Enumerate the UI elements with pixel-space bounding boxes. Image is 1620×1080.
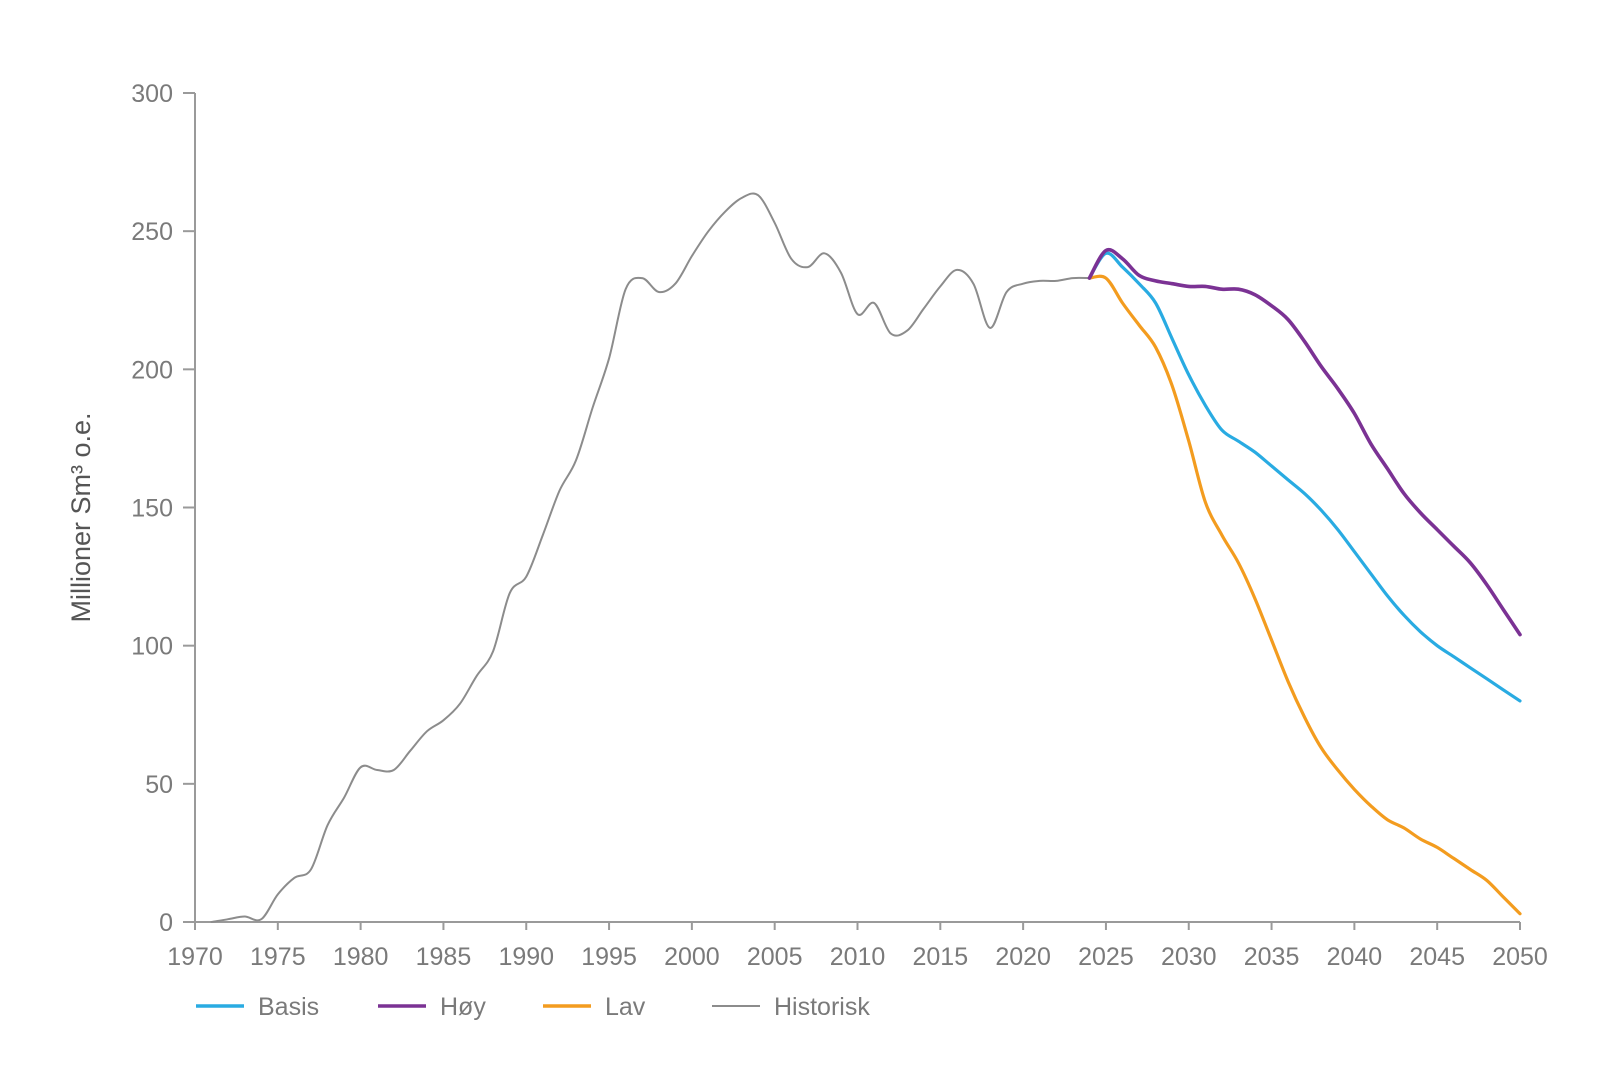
series-line-historisk bbox=[210, 192, 1091, 923]
legend-label-basis: Basis bbox=[258, 993, 319, 1021]
y-tick-label: 0 bbox=[159, 909, 173, 937]
x-tick-label: 2015 bbox=[913, 943, 969, 971]
x-tick-label: 2005 bbox=[747, 943, 803, 971]
x-tick-label: 2000 bbox=[664, 943, 720, 971]
x-tick-label: 1975 bbox=[250, 943, 306, 971]
series-layer bbox=[210, 192, 1522, 923]
legend-label-historisk: Historisk bbox=[774, 993, 870, 1021]
legend: Basis Høy Lav Historisk bbox=[196, 993, 870, 1021]
series-line-hoy bbox=[1087, 247, 1522, 637]
x-tick-label: 2050 bbox=[1492, 943, 1548, 971]
y-tick-label: 200 bbox=[131, 356, 173, 384]
x-tick-label: 1990 bbox=[498, 943, 554, 971]
y-tick-label: 150 bbox=[131, 495, 173, 523]
x-tick-label: 2020 bbox=[995, 943, 1051, 971]
x-tick-label: 1995 bbox=[581, 943, 637, 971]
x-tick-label: 2010 bbox=[830, 943, 886, 971]
y-tick-label: 100 bbox=[131, 633, 173, 661]
x-tick-label: 1970 bbox=[167, 943, 223, 971]
x-axis: 1970 1975 1980 1985 1990 1995 2000 2005 2010 2015… bbox=[167, 921, 1548, 971]
x-tick-label: 1985 bbox=[416, 943, 472, 971]
x-tick-label: 2040 bbox=[1327, 943, 1383, 971]
x-tick-label: 2035 bbox=[1244, 943, 1300, 971]
series-line-lav bbox=[1087, 274, 1522, 916]
y-axis-title: Millioner Sm³ o.e. bbox=[66, 412, 96, 622]
x-tick-label: 2025 bbox=[1078, 943, 1134, 971]
series-line-basis bbox=[1087, 251, 1522, 703]
y-tick-label: 50 bbox=[145, 771, 173, 799]
legend-label-lav: Lav bbox=[605, 993, 646, 1021]
y-axis: 0 50 100 150 200 250 300 bbox=[131, 80, 196, 937]
x-tick-label: 1980 bbox=[333, 943, 389, 971]
x-tick-label: 2030 bbox=[1161, 943, 1217, 971]
legend-label-hoy: Høy bbox=[440, 993, 486, 1021]
y-tick-label: 250 bbox=[131, 218, 173, 246]
x-tick-label: 2045 bbox=[1409, 943, 1465, 971]
y-tick-label: 300 bbox=[131, 80, 173, 108]
